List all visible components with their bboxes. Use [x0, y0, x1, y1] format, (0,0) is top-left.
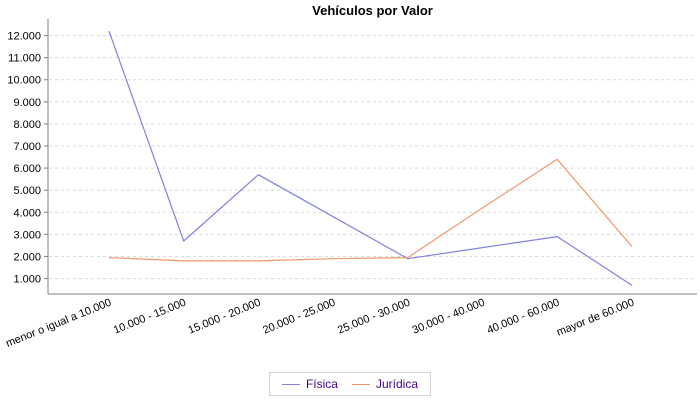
series-line-fisica [108, 30, 633, 286]
legend-label-fisica: Física [305, 377, 338, 391]
x-category-label: 15.000 - 20.000 [187, 297, 263, 337]
y-tick-label: 2.000 [13, 251, 41, 263]
y-tick-label: 3.000 [13, 229, 41, 241]
fisica-line-swatch [281, 383, 300, 385]
y-tick-label: 12.000 [7, 31, 41, 43]
legend-item-fisica: Física [281, 377, 338, 391]
y-tick-label: 11.000 [8, 53, 41, 65]
y-tick-label: 8.000 [13, 119, 41, 131]
y-tick-label: 5.000 [13, 185, 41, 197]
juridica-line-swatch [351, 383, 370, 385]
y-tick-label: 6.000 [13, 163, 41, 175]
series-line-juridica [108, 158, 633, 262]
x-category-label: 20.000 - 25.000 [261, 297, 337, 337]
y-tick-label: 10.000 [7, 75, 41, 87]
y-tick-label: 4.000 [13, 207, 41, 219]
y-tick-label: 9.000 [13, 97, 41, 109]
legend-item-juridica: Jurídica [351, 377, 419, 391]
legend-label-juridica: Jurídica [375, 377, 419, 391]
x-category-label: mayor de 60.000 [555, 297, 636, 339]
y-tick-label: 7.000 [13, 141, 41, 153]
y-tick-label: 1.000 [13, 274, 41, 286]
chart-title: Vehículos por Valor [312, 3, 433, 18]
x-category-label: 30.000 - 40.000 [411, 297, 487, 337]
x-category-label: menor o igual a 10.000 [4, 297, 113, 350]
chart-legend: Física Jurídica [268, 372, 432, 396]
x-category-label: 40.000 - 60.000 [485, 297, 561, 337]
x-category-label: 25.000 - 30.000 [336, 297, 412, 337]
x-category-label: 10.000 - 15.000 [112, 297, 188, 337]
